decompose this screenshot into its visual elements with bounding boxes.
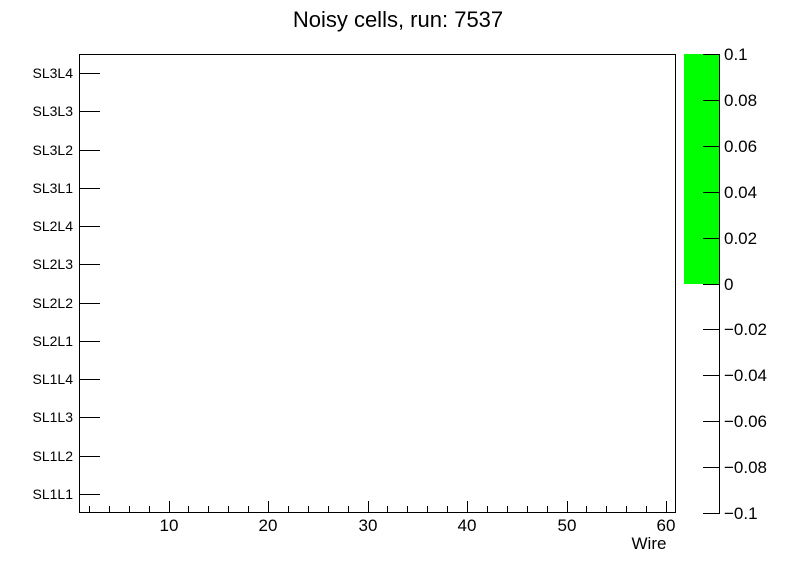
colorbar-tick [703, 238, 720, 239]
x-axis-tick [308, 506, 309, 513]
y-axis-tick-label: SL3L2 [32, 142, 73, 158]
colorbar-tick-label: 0 [724, 275, 734, 294]
y-axis-tick [80, 417, 100, 418]
x-axis-tick [487, 506, 488, 513]
colorbar-tick-label: 0.06 [724, 137, 758, 156]
x-axis-tick [368, 501, 369, 513]
colorbar-tick [703, 375, 720, 376]
x-axis-tick [348, 506, 349, 513]
colorbar-tick [703, 146, 720, 147]
y-axis-tick [80, 379, 100, 380]
y-axis-tick-label: SL2L4 [32, 218, 73, 234]
x-axis-tick [387, 506, 388, 513]
x-axis-tick [288, 506, 289, 513]
x-axis-tick-label: 30 [358, 516, 378, 535]
x-axis-tick [169, 501, 170, 513]
x-axis-tick-label: 60 [656, 516, 676, 535]
colorbar-tick-label: −0.04 [724, 366, 768, 385]
colorbar-tick-label: 0.02 [724, 229, 758, 248]
y-axis-tick [80, 303, 100, 304]
x-axis-tick [586, 506, 587, 513]
y-axis-tick [80, 264, 100, 265]
x-axis-tick [268, 501, 269, 513]
colorbar-tick-label: 0.1 [724, 45, 748, 64]
x-axis-tick [467, 501, 468, 513]
x-axis-tick [527, 506, 528, 513]
y-axis-tick-label: SL2L1 [32, 333, 73, 349]
y-axis-tick [80, 150, 100, 151]
colorbar-fill [684, 54, 719, 284]
y-axis-tick-label: SL1L4 [32, 371, 73, 387]
y-axis-tick [80, 456, 100, 457]
colorbar-tick [703, 54, 720, 55]
x-axis-tick [646, 506, 647, 513]
x-axis-tick [109, 506, 110, 513]
y-axis-tick-label: SL1L3 [32, 409, 73, 425]
x-axis-tick [447, 506, 448, 513]
x-axis-tick [149, 506, 150, 513]
y-axis-tick [80, 226, 100, 227]
x-axis-tick [228, 506, 229, 513]
y-axis-tick [80, 111, 100, 112]
colorbar-tick-label: −0.1 [724, 504, 758, 523]
y-axis-tick [80, 494, 100, 495]
y-axis-tick-label: SL2L2 [32, 295, 73, 311]
x-axis-tick [666, 501, 667, 513]
x-axis-tick [427, 506, 428, 513]
colorbar-tick-label: 0.08 [724, 91, 758, 110]
y-axis-tick-label: SL3L4 [32, 65, 73, 81]
colorbar [684, 54, 719, 513]
x-axis-tick [89, 506, 90, 513]
y-axis-tick [80, 341, 100, 342]
page-title: Noisy cells, run: 7537 [292, 7, 504, 32]
x-axis-tick-label: 40 [457, 516, 477, 535]
colorbar-tick-label: −0.06 [724, 412, 768, 431]
x-axis-tick-label: 20 [258, 516, 278, 535]
x-axis-tick [188, 506, 189, 513]
x-axis-tick-label: 50 [557, 516, 577, 535]
y-axis-tick-label: SL1L2 [32, 448, 73, 464]
x-axis-tick [208, 506, 209, 513]
colorbar-tick-label: −0.08 [724, 458, 768, 477]
colorbar-tick [703, 192, 720, 193]
x-axis-tick [547, 506, 548, 513]
colorbar-tick [703, 513, 720, 514]
x-axis-tick [567, 501, 568, 513]
x-axis-title: Wire [631, 534, 667, 553]
x-axis-tick [606, 506, 607, 513]
plot-area [79, 54, 676, 513]
x-axis-tick [129, 506, 130, 513]
y-axis-tick-label: SL1L1 [32, 486, 73, 502]
colorbar-tick [703, 329, 720, 330]
y-axis-tick-label: SL3L3 [32, 103, 73, 119]
colorbar-tick-label: 0.04 [724, 183, 758, 202]
y-axis-tick-label: SL3L1 [32, 180, 73, 196]
x-axis-tick [248, 506, 249, 513]
colorbar-tick [703, 467, 720, 468]
colorbar-tick-label: −0.02 [724, 320, 768, 339]
x-axis-tick-label: 10 [159, 516, 179, 535]
colorbar-tick [703, 100, 720, 101]
y-axis-tick [80, 73, 100, 74]
y-axis-tick-label: SL2L3 [32, 256, 73, 272]
y-axis-tick [80, 188, 100, 189]
colorbar-tick [703, 421, 720, 422]
colorbar-tick [703, 284, 720, 285]
x-axis-tick [626, 506, 627, 513]
x-axis-tick [407, 506, 408, 513]
x-axis-tick [328, 506, 329, 513]
x-axis-tick [507, 506, 508, 513]
